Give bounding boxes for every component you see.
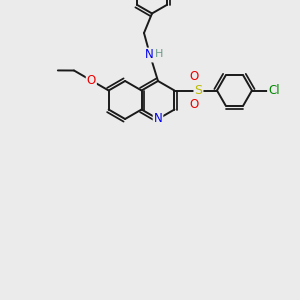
Text: N: N bbox=[154, 112, 162, 125]
Text: H: H bbox=[155, 49, 163, 59]
Text: S: S bbox=[194, 84, 202, 97]
Text: Cl: Cl bbox=[268, 84, 280, 97]
Text: O: O bbox=[87, 74, 96, 87]
Text: N: N bbox=[145, 49, 153, 62]
Text: O: O bbox=[190, 70, 199, 83]
Text: O: O bbox=[190, 98, 199, 111]
